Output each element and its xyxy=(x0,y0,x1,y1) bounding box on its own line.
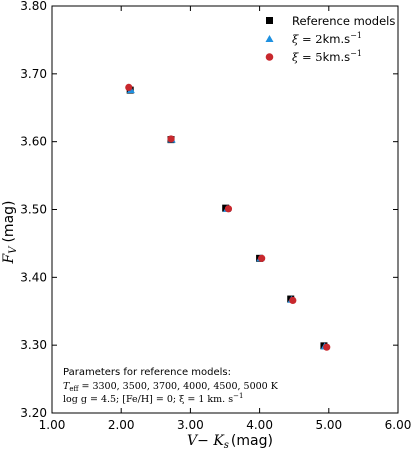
x-tick-labels: 1.00 2.00 3.00 4.00 5.00 6.00 xyxy=(39,418,412,432)
y-tick-label: 3.20 xyxy=(20,406,47,420)
legend-label-xi5: ξ = 5km.s−1 xyxy=(292,49,362,64)
xi-5-point xyxy=(323,343,331,351)
x-tick-label: 1.00 xyxy=(39,418,66,432)
xi-5-point xyxy=(258,254,266,262)
axis-ticks xyxy=(51,5,399,414)
annotation-line-2: Teff = 3300, 3500, 3700, 4000, 4500, 500… xyxy=(63,381,279,393)
y-tick-label: 3.30 xyxy=(20,338,47,352)
legend-marker-xi2 xyxy=(265,35,274,42)
y-axis-title: FV(mag) xyxy=(1,201,19,265)
parameters-annotation: Parameters for reference models: Teff = … xyxy=(63,367,279,405)
x-tick-label: 3.00 xyxy=(177,418,204,432)
y-tick-label: 3.70 xyxy=(20,67,47,81)
annotation-line-3: log g = 4.5; [Fe/H] = 0; ξ = 1 km. s−1 xyxy=(63,392,243,405)
xi-5-point xyxy=(167,135,175,143)
legend: Reference models ξ = 2km.s−1 ξ = 5km.s−1 xyxy=(265,14,395,64)
data-points xyxy=(125,83,331,351)
x-tick-label: 5.00 xyxy=(315,418,342,432)
xi-5-point xyxy=(125,83,133,91)
x-tick-label: 2.00 xyxy=(108,418,135,432)
y-tick-label: 3.60 xyxy=(20,135,47,149)
y-tick-label: 3.40 xyxy=(20,270,47,284)
y-tick-label: 3.50 xyxy=(20,203,47,217)
x-tick-label: 6.00 xyxy=(385,418,412,432)
annotation-line-1: Parameters for reference models: xyxy=(63,367,231,378)
legend-label-xi2: ξ = 2km.s−1 xyxy=(292,31,362,46)
legend-label-reference: Reference models xyxy=(292,14,395,28)
xi-5-point xyxy=(289,296,297,304)
x-tick-label: 4.00 xyxy=(246,418,273,432)
y-tick-label: 3.80 xyxy=(20,0,47,13)
legend-marker-xi5 xyxy=(265,53,274,61)
xi-5-point xyxy=(224,205,233,213)
legend-marker-reference xyxy=(266,17,273,24)
y-tick-labels: 3.20 3.30 3.40 3.50 3.60 3.70 3.80 xyxy=(20,0,47,420)
x-axis-title: V− Ks (mag) xyxy=(187,433,273,451)
